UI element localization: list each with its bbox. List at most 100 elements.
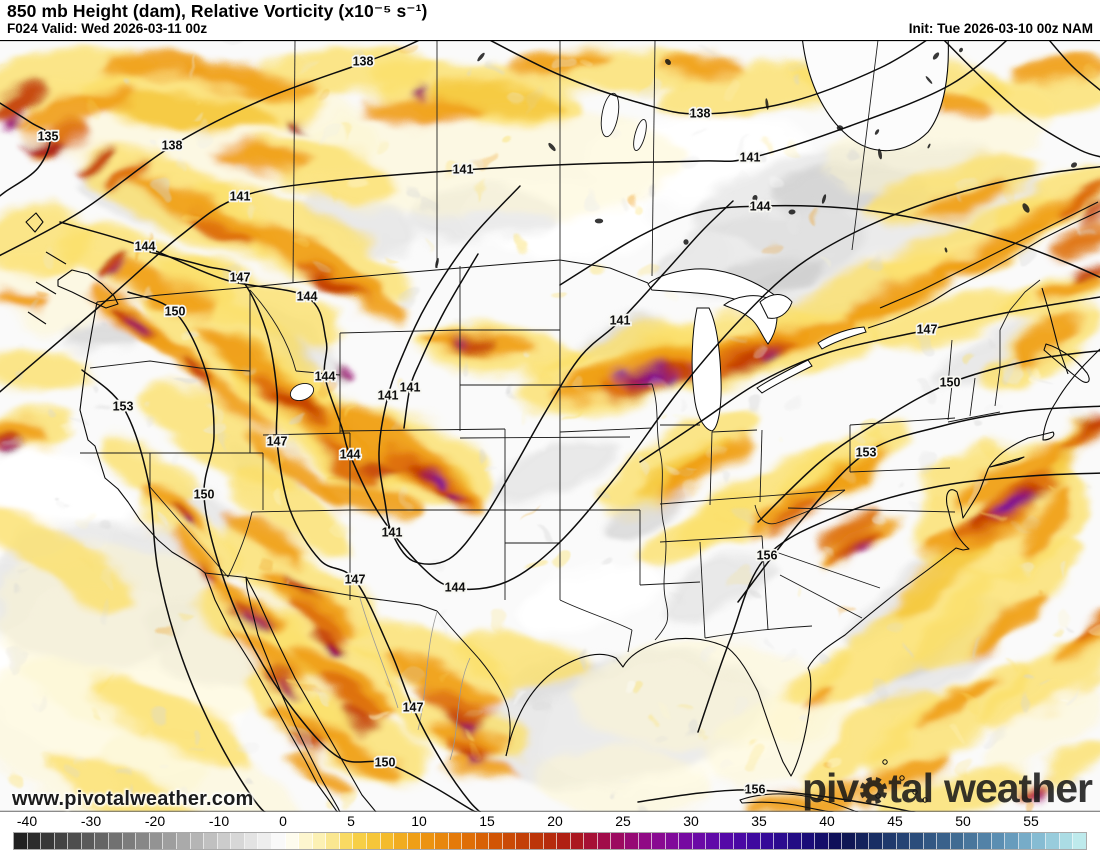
lake-winnipeg [600,92,620,138]
colorbar-cell [149,833,164,849]
state-border [659,489,846,505]
colorbar-cell [828,833,843,849]
contour-label: 156 [745,782,766,796]
colorbar-cell [1018,833,1033,849]
colorbar-cell [937,833,951,849]
chart-header: 850 mb Height (dam), Relative Vorticity … [0,0,1100,40]
contour-label-layer: 1351381381381411411411411411411411441441… [36,53,962,798]
small-lake [752,195,758,201]
state-border [711,429,758,433]
colorbar-cell [570,833,585,849]
mexico-state-border [417,611,438,731]
contour-label: 141 [378,388,399,402]
colorbar-cell [299,833,313,849]
small-lake [821,194,827,204]
colorbar-cell [584,833,598,849]
state-border [262,432,351,436]
height-contour-156 [637,789,916,812]
state-border [999,279,1041,331]
height-contour-141 [378,185,734,565]
island [912,789,918,795]
logo-text-tal: tal [888,765,934,811]
colorbar-cell [367,833,381,849]
colorbar-cell [462,833,476,849]
colorbar-cell [14,833,28,849]
colorbar-cell [489,833,503,849]
colorbar-tick: 25 [615,813,631,829]
contour-label: 150 [194,487,215,501]
height-contour-138 [0,40,422,257]
great-lake [759,294,793,319]
colorbar-cell [163,833,177,849]
state-border [249,289,297,372]
coastline [79,301,377,812]
small-lake [1071,162,1077,168]
contour-label: 144 [297,289,318,303]
state-border [761,535,769,631]
colorbar-cell [434,833,449,849]
colorbar-cell [407,833,422,849]
province-border [292,40,296,284]
great-lake [756,359,813,394]
height-contour-147 [639,296,1100,463]
state-border [559,599,633,631]
gear-icon [860,776,888,805]
height-contour-147 [149,251,482,812]
state-border [947,339,953,386]
weather-map-canvas: 1351381381381411411411411411411411441441… [0,40,1100,812]
height-contour-150 [127,291,478,812]
colorbar-cell [448,833,463,849]
colorbar-cell [475,833,490,849]
colorbar-cell [41,833,55,849]
contour-label: 147 [917,322,938,336]
contour-label: 138 [353,54,374,68]
colorbar-cell [774,833,788,849]
colorbar-cell [869,833,883,849]
state-border [947,384,953,421]
small-lake [683,239,689,245]
coastline [1043,343,1090,383]
contour-label: 153 [856,445,877,459]
us-mexico-border [204,572,438,612]
small-lake [477,52,485,62]
contour-label: 144 [340,447,361,461]
colorbar-cell [217,833,232,849]
small-lake [944,247,948,253]
logo-text-piv: piv [801,765,859,811]
island [882,759,888,765]
valid-time-label: F024 Valid: Wed 2026-03-11 00z [7,21,208,36]
colorbar-cell [1059,833,1074,849]
state-border [559,383,653,388]
state-border [559,427,653,433]
colorbar-cell [231,833,245,849]
colorbar-cell [720,833,734,849]
colorbar-cell [136,833,150,849]
state-border [849,467,951,473]
contour-label: 141 [230,189,251,203]
small-lake [788,209,796,215]
colorbar-cell [706,833,721,849]
colorbar-cell [380,833,395,849]
colorbar-tick-labels: -40 -30 -20 -10 0 5 10 15 20 25 30 35 40 45 50 55 [0,812,1100,832]
state-border [947,411,1001,423]
us-mexico-border [436,610,511,757]
colorbar-cell [27,833,42,849]
colorbar-cell [625,833,639,849]
height-contour-144 [559,204,1100,286]
height-contour-153 [81,369,266,812]
contour-label: 153 [113,399,134,413]
contour-label: 141 [453,162,474,176]
init-time-label: Init: Tue 2026-03-10 00z NAM [908,21,1093,36]
state-border [709,431,713,506]
colorbar-cell [665,833,680,849]
colorbar-cell [733,833,748,849]
contour-label: 144 [315,369,336,383]
state-border [769,549,881,589]
great-salt-lake [289,382,315,402]
colorbar-cell [991,833,1006,849]
height-contour-141 [403,253,479,429]
colorbar-tick: -20 [144,813,166,829]
great-lake [817,326,867,350]
colorbar-cell [68,833,82,849]
